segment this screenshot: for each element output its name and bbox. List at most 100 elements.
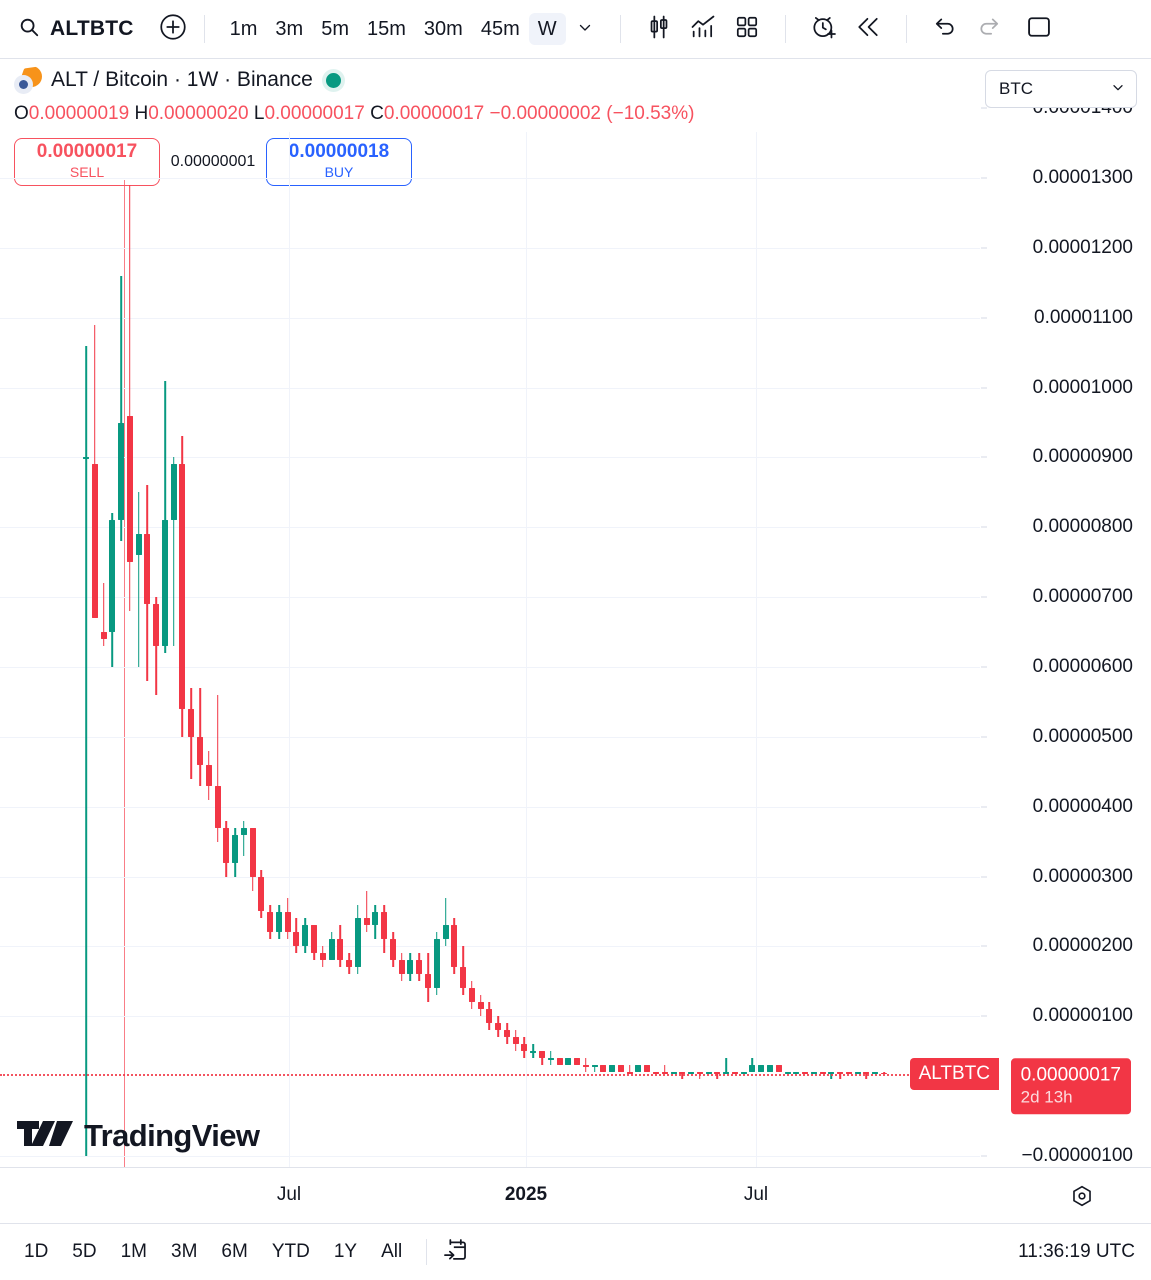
candle-body (442, 925, 449, 940)
interval-15m[interactable]: 15m (367, 18, 406, 40)
candlestick (600, 132, 607, 1167)
price-tick-label: 0.00000800 (1032, 516, 1133, 538)
price-scale[interactable]: 0.000014000.000013000.000012000.00001100… (909, 97, 1151, 1167)
candlestick (705, 132, 712, 1167)
candlestick (328, 132, 335, 1167)
candle-body (881, 1072, 887, 1075)
range-5d[interactable]: 5D (72, 1241, 97, 1262)
chart-canvas[interactable] (0, 132, 980, 1167)
candlestick (696, 132, 703, 1167)
range-ytd[interactable]: YTD (271, 1241, 310, 1262)
candlestick (775, 132, 782, 1167)
fullscreen-button[interactable] (1017, 9, 1061, 49)
candle-body (126, 415, 133, 563)
create-alert-button[interactable] (802, 9, 846, 49)
legend-change-pct: (−10.53%) (606, 103, 695, 124)
bar-replay-button[interactable] (846, 9, 890, 49)
indicators-button[interactable] (681, 9, 725, 49)
sell-label: SELL (69, 164, 105, 181)
candle-body (267, 911, 274, 933)
bar-countdown: 2d 13h (1020, 1086, 1073, 1106)
candlestick (565, 132, 572, 1167)
candlestick (837, 132, 844, 1167)
candle-body (793, 1072, 800, 1074)
candle-body (161, 520, 168, 647)
range-all[interactable]: All (381, 1241, 403, 1262)
range-1d[interactable]: 1D (24, 1241, 49, 1262)
candlestick (784, 132, 791, 1167)
templates-button[interactable] (725, 9, 769, 49)
candle-wick (155, 597, 157, 695)
candle-body (539, 1051, 545, 1059)
ohlc-low-value: 0.00000017 (264, 103, 365, 124)
candlestick (749, 132, 756, 1167)
buy-label: BUY (324, 164, 354, 181)
interval-45m[interactable]: 45m (480, 18, 520, 40)
candlestick (503, 132, 510, 1167)
price-tick-label: 0.00000300 (1032, 865, 1133, 887)
candle-body (135, 534, 142, 556)
sell-price: 0.00000017 (36, 141, 138, 163)
session-clock[interactable]: 11:36:19 UTC (1018, 1241, 1135, 1262)
candle-body (197, 736, 203, 765)
candle-body (214, 785, 221, 828)
range-1y[interactable]: 1Y (333, 1241, 358, 1262)
chart-type-button[interactable] (637, 9, 681, 49)
candle-body (802, 1072, 809, 1074)
undo-button[interactable] (923, 9, 967, 49)
tradingview-logo: TradingView (17, 1118, 260, 1154)
goto-date-icon (441, 1236, 469, 1269)
candlestick (617, 132, 624, 1167)
candle-body (302, 925, 309, 947)
replay-rewind-icon (854, 13, 882, 46)
candle-body (749, 1065, 756, 1073)
redo-button[interactable] (967, 9, 1011, 49)
ohlc-open-key: O (14, 103, 29, 124)
price-tick-dash (981, 317, 987, 319)
price-tick-label: −0.00000100 (1021, 1145, 1133, 1166)
range-3m[interactable]: 3M (171, 1241, 198, 1262)
candle-body (100, 632, 107, 640)
candle-body (758, 1065, 765, 1073)
candlestick (661, 132, 668, 1167)
candle-wick (102, 583, 105, 647)
candlestick (372, 132, 379, 1167)
goto-date-button[interactable] (441, 1236, 469, 1269)
candle-body (311, 925, 317, 954)
candlestick (205, 132, 212, 1167)
interval-3m[interactable]: 3m (275, 18, 304, 40)
candle-wick (444, 897, 447, 947)
candle-body (565, 1058, 572, 1066)
interval-30m[interactable]: 30m (423, 18, 463, 40)
candlestick (398, 132, 405, 1167)
price-tick-dash (981, 806, 987, 808)
candle-body (477, 1002, 484, 1010)
range-6m[interactable]: 6M (221, 1241, 248, 1262)
chart-settings-button[interactable] (1069, 1183, 1095, 1214)
price-tick-dash (981, 666, 987, 668)
chevron-down-icon (1110, 79, 1126, 100)
legend-title-row[interactable]: ALT / Bitcoin · 1W · Binance (14, 66, 694, 94)
ohlc-low-key: L (253, 103, 265, 124)
time-scale[interactable]: Jul 2025 Jul (0, 1167, 1151, 1223)
symbol-search-button[interactable]: ALTBTC (14, 16, 140, 43)
grid-line-horizontal (0, 178, 980, 179)
legend-change-abs: −0.00000002 (489, 103, 601, 124)
candle-body (275, 911, 282, 933)
candle-wick (216, 694, 219, 842)
interval-w[interactable]: W (528, 13, 566, 45)
candlestick (688, 132, 695, 1167)
candlestick (626, 132, 633, 1167)
candle-body (767, 1065, 773, 1073)
price-tick-dash (981, 387, 987, 389)
interval-dropdown-button[interactable] (566, 18, 604, 41)
interval-1m[interactable]: 1m (229, 18, 258, 40)
interval-5m[interactable]: 5m (321, 18, 350, 40)
candlestick (425, 132, 431, 1167)
quote-currency-select[interactable]: BTC (985, 70, 1137, 108)
candlestick (161, 132, 168, 1167)
candle-body (205, 764, 212, 786)
ohlc-open-value: 0.00000019 (28, 103, 130, 124)
range-1m[interactable]: 1M (120, 1241, 147, 1262)
add-symbol-button[interactable] (158, 12, 188, 47)
